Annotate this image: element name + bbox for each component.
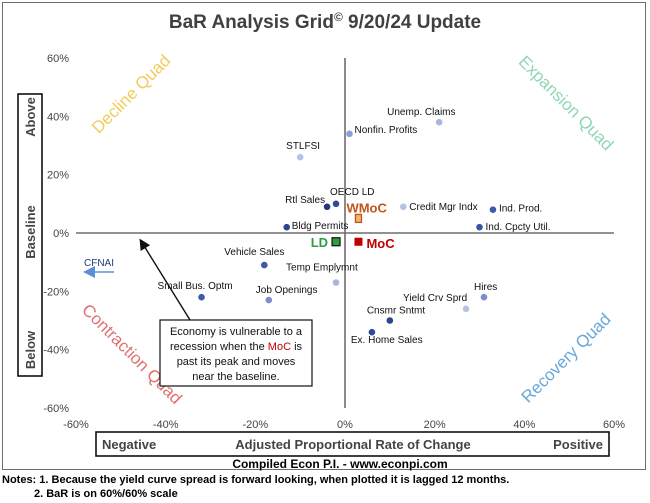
x-label-positive: Positive [553,437,603,452]
x-tick-label: -40% [153,419,179,431]
point-label: Ind. Cpcty Util. [486,222,551,233]
data-point [283,223,291,231]
point-label: Credit Mgr Indx [409,202,477,213]
y-tick-label: -20% [43,286,69,298]
chart-frame [2,2,646,470]
y-label-baseline: Baseline [23,205,38,258]
x-tick-label: 0% [337,419,353,431]
point-label: Nonfin. Profits [354,125,417,136]
data-point [265,296,273,304]
annotation-line-2-post: is [291,341,303,353]
y-tick-label: -40% [43,345,69,357]
point-label: Ind. Prod. [499,204,542,215]
note-line-2: 2. BaR is on 60%/60% scale [34,488,178,500]
point-label: Job Openings [256,285,318,296]
data-point [476,223,483,231]
y-tick-label: 20% [47,170,69,182]
point-label: Ex. Home Sales [351,335,423,346]
annotation-line-2-key: MoC [268,341,291,353]
data-point [323,203,331,211]
annotation-arrow [139,238,191,321]
y-tick-label: 60% [47,53,69,65]
wmoc-marker [354,213,363,224]
data-point [332,279,340,286]
quadrant-label-expansion: Expansion Quad [515,52,617,154]
x-axis-title: Adjusted Proportional Rate of Change [235,437,470,452]
quadrant-label-decline: Decline Quad [88,51,174,137]
annotation-box [159,319,313,387]
data-point [296,153,304,161]
y-label-below: Below [23,330,38,369]
annotation-line-4: near the baseline. [192,371,279,383]
data-point [386,317,394,324]
notes: Notes: 1. Because the yield curve spread… [2,473,509,501]
annotation-line-3: past its peak and moves [177,356,296,368]
point-label: Bldg Permits [292,221,349,232]
x-tick-label: 20% [424,419,446,431]
quadrant-label-recovery: Recovery Quad [518,310,615,407]
note-line-1: Notes: 1. Because the yield curve spread… [2,474,510,486]
x-tick-label: 60% [603,419,625,431]
annotation-line-1: Economy is vulnerable to a [170,326,303,338]
y-tick-label: 0% [53,228,69,240]
point-label: Hires [474,282,497,293]
point-label: Vehicle Sales [224,247,284,258]
annotation-line-2-pre: recession when the [170,341,268,353]
point-label: Rtl Sales [285,195,325,206]
data-point [480,293,488,301]
moc-marker [354,237,363,246]
chart-title: BaR Analysis Grid© 9/20/24 Update [169,10,481,33]
data-point [462,305,470,313]
data-point [332,200,340,208]
data-point [435,118,443,126]
y-axis-label-box [17,93,43,377]
point-label: Cnsmr Sntmt [367,306,426,317]
ld-label: LD [311,235,328,250]
x-tick-label: -60% [63,419,89,431]
y-tick-label: 40% [47,111,69,123]
chart-title-suffix: 9/20/24 Update [343,12,481,33]
x-axis-label-box [95,431,610,457]
data-point [261,261,268,269]
y-label-above: Above [23,97,38,137]
data-point [346,130,353,138]
point-label: Small Bus. Optm [158,281,233,292]
wmoc-label: WMoC [346,200,387,215]
chart-title-main: BaR Analysis Grid [169,12,334,33]
point-label: Temp Emplymnt [286,263,358,274]
chart-title-symbol: © [334,10,343,24]
ld-marker [331,237,341,247]
x-tick-label: -20% [242,419,268,431]
moc-label: MoC [366,236,395,251]
point-label: STLFSI [286,141,320,152]
x-tick-label: 40% [513,419,535,431]
data-point [489,206,497,213]
data-point [399,203,407,211]
point-label: Unemp. Claims [387,107,455,118]
data-point [368,328,376,336]
point-label: OECD LD [330,187,374,198]
credit-line: Compiled Econ P.I. - www.econpi.com [232,457,447,471]
annotation-line-2: recession when the MoC is [170,341,303,353]
y-tick-label: -60% [43,403,69,415]
cfnai-label: CFNAI [84,258,114,269]
x-label-negative: Negative [102,437,156,452]
data-point [198,293,205,301]
point-label: Yield Crv Sprd [403,293,467,304]
